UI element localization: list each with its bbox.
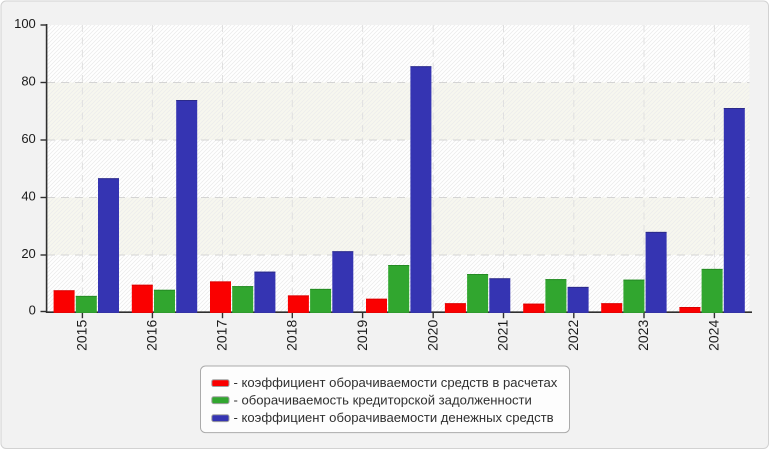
svg-text:2023: 2023 bbox=[635, 320, 651, 351]
svg-text:- оборачиваемость кредиторской: - оборачиваемость кредиторской задолженн… bbox=[234, 393, 532, 408]
svg-text:100: 100 bbox=[14, 16, 36, 31]
svg-text:2017: 2017 bbox=[214, 320, 230, 351]
svg-text:2021: 2021 bbox=[495, 320, 511, 351]
svg-text:40: 40 bbox=[21, 189, 35, 204]
svg-text:20: 20 bbox=[21, 246, 35, 261]
svg-text:0: 0 bbox=[29, 303, 36, 318]
svg-text:2020: 2020 bbox=[424, 320, 440, 351]
svg-text:2024: 2024 bbox=[706, 320, 722, 351]
svg-text:- коэффициент оборачиваемости: - коэффициент оборачиваемости средств в … bbox=[234, 375, 558, 390]
svg-text:2019: 2019 bbox=[354, 320, 370, 351]
svg-text:2016: 2016 bbox=[144, 320, 160, 351]
svg-text:80: 80 bbox=[21, 74, 35, 89]
svg-text:2018: 2018 bbox=[284, 320, 300, 351]
svg-text:2015: 2015 bbox=[74, 320, 90, 351]
svg-text:60: 60 bbox=[21, 131, 35, 146]
svg-text:2022: 2022 bbox=[565, 320, 581, 351]
svg-text:- коэффициент оборачиваемости: - коэффициент оборачиваемости денежных с… bbox=[234, 410, 554, 425]
